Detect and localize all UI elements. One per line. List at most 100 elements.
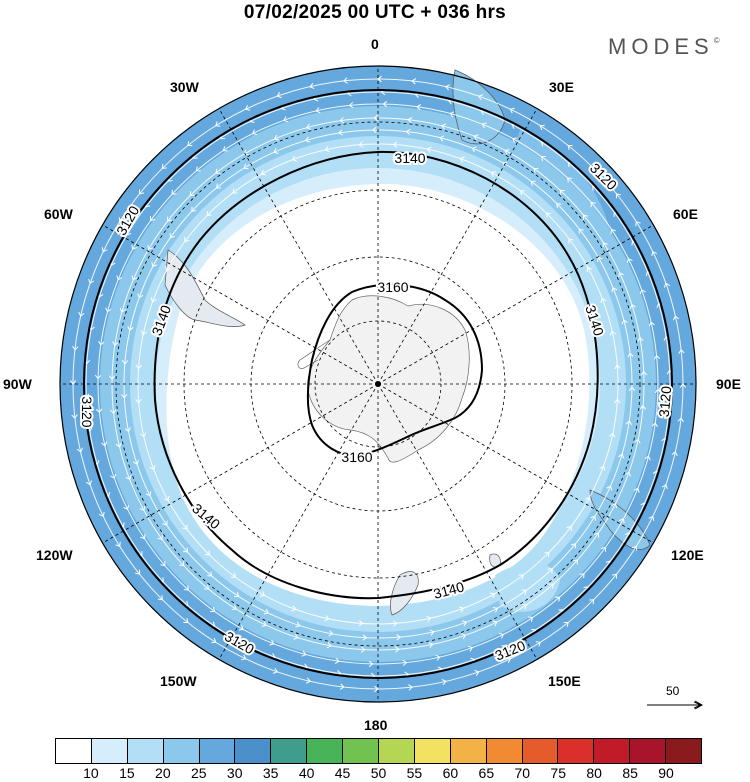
streamline-arrowhead (183, 617, 189, 623)
streamline-arrowhead (539, 124, 545, 131)
streamline-arrowhead (426, 146, 432, 153)
colorbar-tick-label: 25 (190, 765, 207, 781)
streamline-arrowhead (135, 569, 141, 575)
wind-speed-colorbar (55, 738, 702, 764)
colorbar-swatch (271, 739, 308, 763)
streamline-arrowhead (459, 606, 465, 613)
streamline-arrowhead (98, 511, 105, 518)
colorbar-tick-label: 20 (155, 765, 171, 781)
streamline-arrowhead (566, 525, 572, 531)
streamline-arrowhead (492, 620, 498, 627)
streamline-arrowhead (481, 122, 487, 129)
streamline-arrowhead (568, 238, 574, 244)
streamline-arrowhead (392, 141, 398, 148)
latitude-circle-50s (115, 121, 641, 647)
geopotential-contours (83, 89, 673, 679)
streamline-arrowhead (429, 629, 435, 636)
streamline-arrowhead (633, 487, 640, 493)
streamline-arrowhead (291, 605, 297, 612)
lon-label-150e: 150E (548, 673, 581, 689)
streamline-arrowhead (108, 375, 116, 381)
contour-label-3140-north: 3140 (394, 150, 425, 166)
streamline-arrowhead (411, 78, 417, 85)
streamline-arrowhead (555, 596, 561, 602)
colorbar-tick-label: 40 (298, 765, 315, 781)
streamline-arrowhead (663, 282, 670, 288)
streamline-arrowhead (610, 228, 616, 234)
streamline-arrowhead (222, 146, 228, 152)
streamline-arrowhead (182, 524, 188, 530)
streamline-arrowhead (305, 136, 311, 143)
streamline-arrowhead (207, 571, 213, 577)
streamline-arrowhead (163, 495, 170, 502)
streamline-arrowhead (408, 684, 413, 691)
streamline-arrowhead (521, 589, 527, 595)
streamline-arrowhead (619, 518, 625, 524)
lon-label-30w: 30W (170, 79, 199, 95)
streamline-arrowhead (112, 341, 119, 347)
streamline-arrowhead (140, 330, 147, 336)
streamline-arrowhead (139, 189, 145, 195)
streamline-arrowhead (544, 551, 550, 558)
streamline-arrowhead (171, 189, 177, 195)
streamline-arrowhead (426, 615, 432, 622)
streamline-arrowhead (119, 307, 126, 313)
streamline-arrowhead (95, 408, 103, 414)
streamline-arrowhead (407, 116, 413, 124)
streamline-arrowhead (179, 561, 185, 567)
streamline-arrowhead (441, 678, 447, 686)
colorbar-tick-label: 65 (478, 765, 495, 781)
streamline-arrowhead (231, 604, 237, 610)
streamline-arrowhead (461, 633, 467, 640)
streamline-arrowhead (654, 388, 662, 394)
streamline-arrowhead (548, 583, 554, 589)
lon-label-90w: 90W (3, 376, 32, 392)
colorbar-labels: 10 15 20 25 30 35 40 45 50 55 60 65 70 75 80 85 90 (0, 765, 750, 782)
streamline-arrowhead (445, 84, 451, 91)
streamline-arrowhead (241, 654, 247, 661)
wind-patch-150e (495, 562, 560, 612)
streamline-arrowhead (570, 543, 576, 549)
streamline-arrowhead (116, 275, 123, 281)
streamline-arrowhead (162, 520, 168, 526)
streamline-arrowhead (147, 244, 153, 251)
streamline-arrowhead (324, 615, 330, 622)
colorbar-tick-label: 90 (658, 765, 674, 781)
streamline-arrowhead (94, 374, 102, 380)
contour-3120 (83, 89, 673, 679)
streamline-arrowhead (157, 534, 163, 540)
streamline-arrowhead (101, 441, 108, 447)
streamline-arrowhead (586, 266, 593, 273)
streamline-arrowhead (121, 393, 128, 399)
streamline-arrowhead (282, 116, 289, 123)
streamline-arrowhead (672, 315, 680, 321)
streamline-arrowhead (115, 541, 121, 547)
streamline-arrowhead (360, 646, 366, 653)
streamline-arrowhead (101, 247, 108, 253)
streamline-arrowhead (639, 404, 647, 410)
streamline-arrowhead (334, 657, 340, 664)
streamline-arrowhead (210, 606, 216, 613)
colorbar-swatch (199, 739, 236, 763)
streamline-arrowhead (206, 210, 212, 217)
streamline-arrowhead (339, 683, 345, 690)
lon-label-90e: 90E (716, 376, 741, 392)
streamline-arrowhead (653, 354, 661, 360)
streamline-arrowhead (260, 169, 267, 176)
streamline-arrowhead (439, 135, 445, 142)
streamline-arrowhead (145, 491, 152, 497)
streamline-arrowhead (183, 585, 189, 591)
streamline-arrowhead (160, 561, 166, 567)
streamline-arrowhead (125, 475, 132, 481)
brand-text: MODES (608, 34, 714, 59)
streamline-arrowhead (559, 189, 565, 195)
wind-patch-30e (515, 130, 610, 240)
colorbar-tick-label: 75 (550, 765, 567, 781)
streamline-arrowhead (477, 94, 484, 101)
south-america-tip (164, 249, 246, 327)
streamline-arrowhead (69, 380, 77, 385)
streamline-arrowhead (305, 677, 311, 684)
streamline-arrowhead (76, 447, 84, 453)
streamline-arrowhead (269, 639, 275, 646)
streamline-arrowhead (135, 364, 142, 370)
